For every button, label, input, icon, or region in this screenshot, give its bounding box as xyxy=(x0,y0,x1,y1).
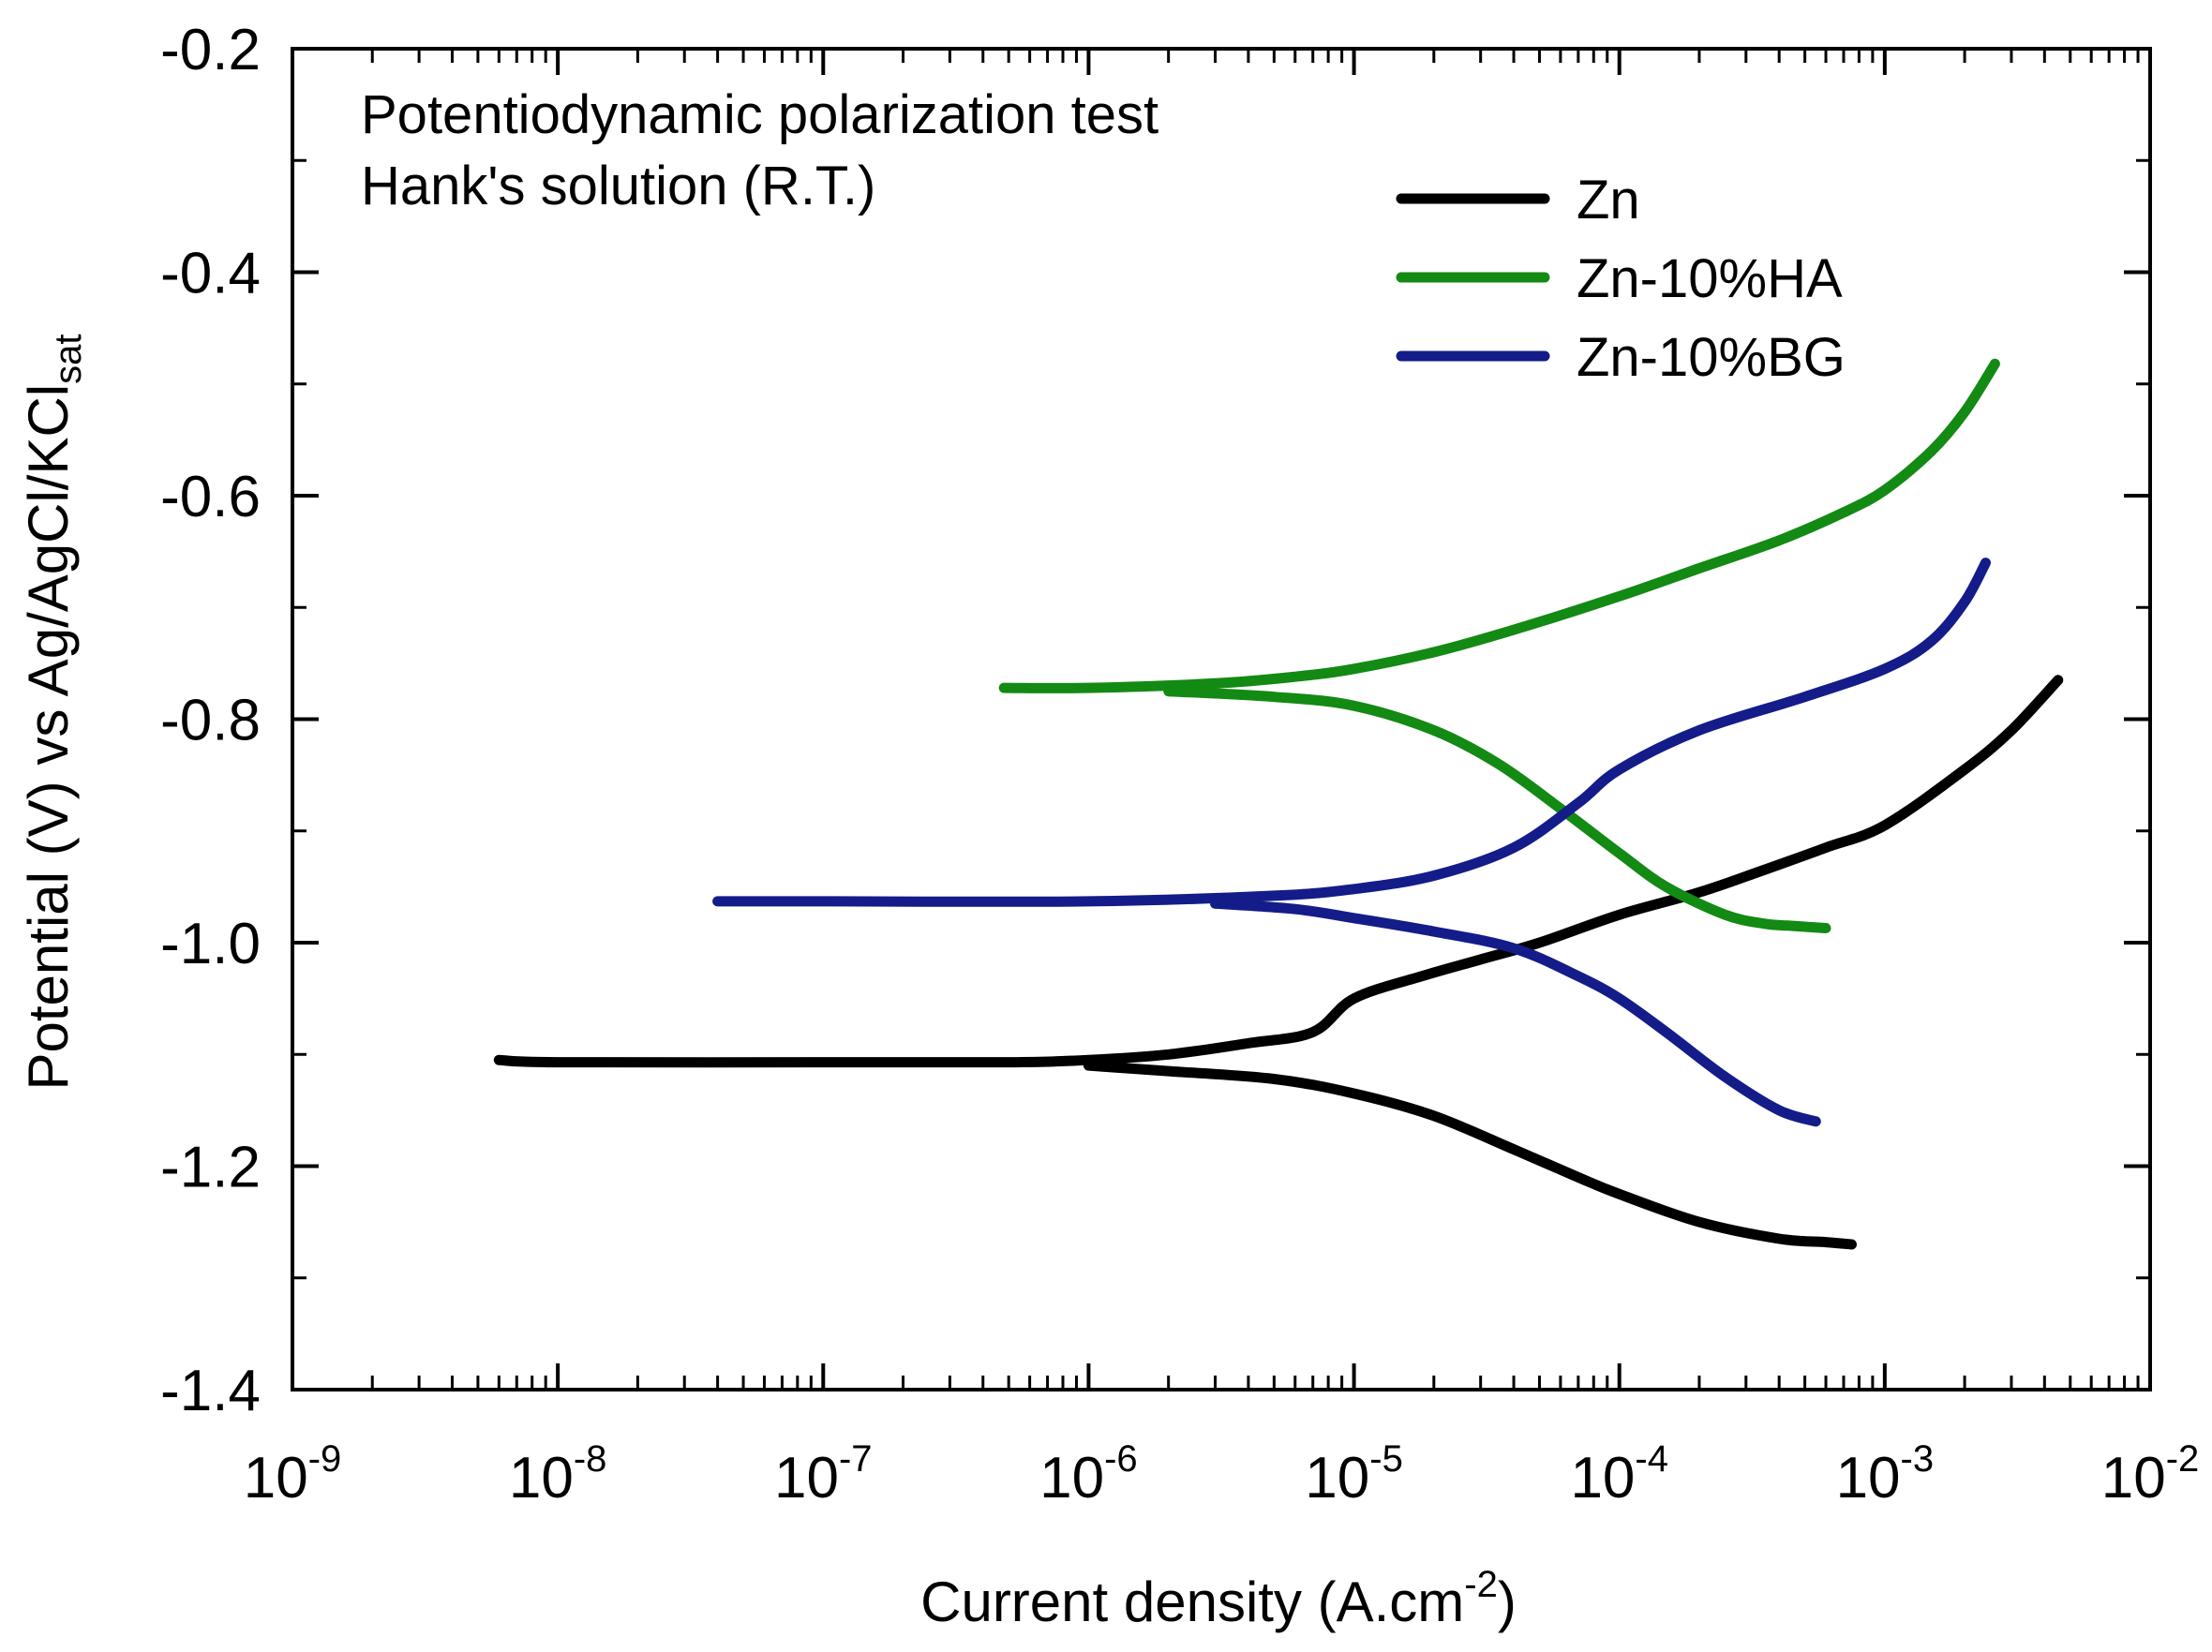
series-line-zn-10-bg-cathodic xyxy=(1210,898,1821,1127)
x-tick-label-base: 10 xyxy=(244,1446,308,1511)
tick-labels: 10-9 10-8 10-7 10-6 10-5 10-4 10-3 10-2-0.2-0.4… xyxy=(160,18,2199,1511)
legend-label-zn-10-bg: Zn-10%BG xyxy=(1577,327,1846,388)
y-tick-label: -0.8 xyxy=(160,689,261,753)
x-tick-label-exponent: -8 xyxy=(574,1438,607,1480)
x-tick-label: 10-4 xyxy=(1570,1438,1668,1511)
x-tick-label-exponent: -9 xyxy=(308,1438,342,1480)
x-tick-label-exponent: -6 xyxy=(1104,1438,1138,1480)
x-axis-title-text: Current density (A.cm xyxy=(920,1570,1464,1633)
annotation-solution: Hank's solution (R.T.) xyxy=(361,156,875,216)
y-tick-label: -1.2 xyxy=(160,1136,261,1200)
x-tick-label-exponent: -2 xyxy=(2166,1438,2200,1480)
y-axis-title: Potential (V) vs Ag/AgCl/KClsat xyxy=(17,335,89,1091)
x-axis-title-exponent: -2 xyxy=(1464,1564,1498,1605)
x-tick-label-base: 10 xyxy=(1836,1446,1901,1511)
legend-label-zn-10-ha: Zn-10%HA xyxy=(1577,248,1843,309)
series-line-zn-10-bg-anodic xyxy=(712,558,1991,907)
series-line-zn-10-ha-anodic xyxy=(998,358,2000,693)
x-tick-label-base: 10 xyxy=(774,1446,839,1511)
y-axis-title-text: Potential (V) vs Ag/AgCl/KCl xyxy=(17,384,80,1091)
x-tick-label-base: 10 xyxy=(509,1446,574,1511)
x-tick-label: 10-9 xyxy=(244,1438,342,1511)
y-axis-title-subscript: sat xyxy=(48,335,89,384)
x-tick-label: 10-6 xyxy=(1039,1438,1138,1511)
axis-ticks xyxy=(291,47,2152,1392)
x-axis-title: Current density (A.cm-2) xyxy=(920,1564,1517,1633)
x-tick-label: 10-3 xyxy=(1836,1438,1935,1511)
legend: Zn Zn-10%HA Zn-10%BG xyxy=(1396,170,1846,388)
x-tick-label-base: 10 xyxy=(1305,1446,1369,1511)
series-zn-10-ha xyxy=(998,358,2000,933)
y-tick-label: -0.4 xyxy=(160,242,261,306)
x-tick-label-exponent: -5 xyxy=(1369,1438,1403,1480)
x-tick-label-base: 10 xyxy=(1039,1446,1104,1511)
series-zn-10-bg xyxy=(712,558,1991,1127)
legend-label-zn: Zn xyxy=(1577,170,1640,231)
x-tick-label-exponent: -4 xyxy=(1635,1438,1668,1480)
x-tick-label: 10-2 xyxy=(2101,1438,2200,1511)
x-tick-label-base: 10 xyxy=(1570,1446,1635,1511)
plot-frame xyxy=(291,47,2152,1392)
x-tick-label: 10-5 xyxy=(1305,1438,1403,1511)
x-tick-label: 10-7 xyxy=(774,1438,873,1511)
x-tick-label: 10-8 xyxy=(509,1438,607,1511)
x-tick-label-base: 10 xyxy=(2101,1446,2166,1511)
series-zn xyxy=(493,675,2064,1250)
x-tick-label-exponent: -7 xyxy=(839,1438,873,1480)
y-tick-label: -0.6 xyxy=(160,465,261,529)
x-tick-label-exponent: -3 xyxy=(1901,1438,1935,1480)
y-tick-label: -0.2 xyxy=(160,18,261,82)
series-line-zn-10-ha-cathodic xyxy=(1163,686,1831,933)
y-tick-label: -1.0 xyxy=(160,912,261,976)
series-line-zn-anodic xyxy=(493,675,2064,1068)
x-axis-title-close: ) xyxy=(1498,1570,1517,1633)
y-tick-label: -1.4 xyxy=(160,1359,261,1423)
annotation-test-type: Potentiodynamic polarization test xyxy=(361,84,1158,145)
data-series xyxy=(493,358,2064,1250)
series-line-zn-cathodic xyxy=(1083,1060,1857,1250)
